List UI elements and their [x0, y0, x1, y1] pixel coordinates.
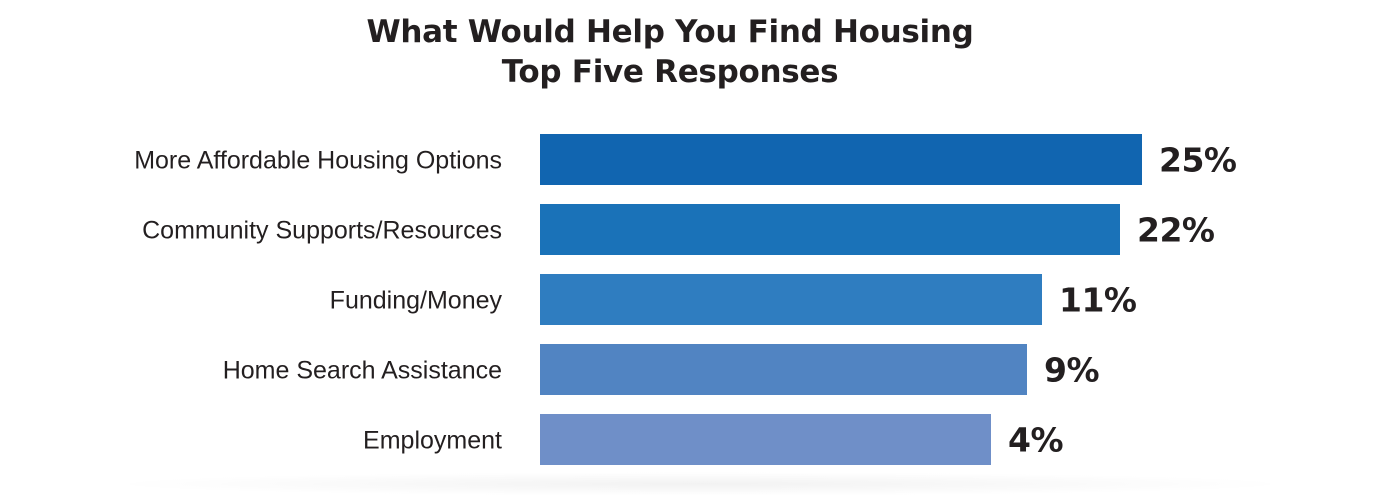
- category-label: Employment: [363, 427, 502, 455]
- bottom-shadow: [100, 472, 1300, 496]
- value-label: 11%: [1059, 281, 1137, 320]
- bar-row: More Affordable Housing Options 25%: [134, 134, 1237, 185]
- bar: [540, 344, 1027, 395]
- value-label: 9%: [1044, 351, 1099, 390]
- bar: [540, 414, 991, 465]
- category-label: More Affordable Housing Options: [134, 147, 502, 175]
- bar: [540, 134, 1142, 185]
- bar-row: Funding/Money 11%: [330, 274, 1137, 325]
- bar-row: Community Supports/Resources 22%: [142, 204, 1215, 255]
- bar-row: Home Search Assistance 9%: [223, 344, 1100, 395]
- category-label: Funding/Money: [330, 287, 503, 315]
- chart-subtitle: Top Five Responses: [501, 54, 839, 90]
- category-label: Home Search Assistance: [223, 357, 502, 385]
- value-label: 4%: [1008, 421, 1063, 460]
- bar-row: Employment 4%: [363, 414, 1064, 465]
- chart-title-block: What Would Help You Find Housing Top Fiv…: [0, 12, 1340, 92]
- category-label: Community Supports/Resources: [142, 217, 502, 245]
- value-label: 22%: [1137, 211, 1215, 250]
- chart-title: What Would Help You Find Housing: [366, 14, 974, 50]
- bar: [540, 204, 1120, 255]
- bar: [540, 274, 1042, 325]
- value-label: 25%: [1159, 141, 1237, 180]
